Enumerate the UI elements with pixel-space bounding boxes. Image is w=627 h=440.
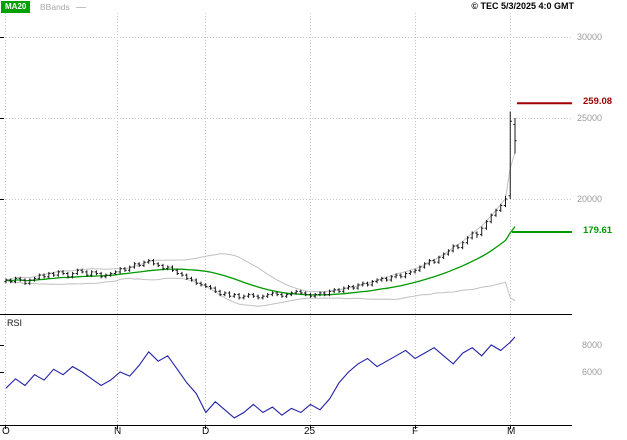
- bbands-line-swatch: [76, 7, 86, 8]
- month-axis-label: N: [114, 426, 122, 437]
- level-price-label: 259.08: [583, 96, 613, 108]
- ma20-legend-badge: MA20: [1, 1, 31, 13]
- rsi-axis-label: 8000: [582, 340, 603, 350]
- level-price-label: 179.61: [583, 225, 613, 237]
- copyright-label: © TEC 5/3/2025 4:0 GMT: [471, 1, 574, 11]
- month-axis-label: M: [507, 426, 516, 437]
- rsi-axis-label: 6000: [582, 367, 603, 377]
- month-axis-label: D: [202, 426, 210, 437]
- price-axis-label: 30000: [577, 32, 603, 42]
- price-axis-label: 25000: [577, 113, 603, 123]
- price-axis-label: 20000: [577, 194, 603, 204]
- bbands-legend-label: BBands: [40, 2, 70, 12]
- month-axis-label: F: [412, 426, 419, 437]
- month-axis-label: 25: [304, 426, 316, 437]
- month-axis-label: O: [2, 426, 10, 437]
- rsi-panel-label: RSI: [7, 318, 23, 328]
